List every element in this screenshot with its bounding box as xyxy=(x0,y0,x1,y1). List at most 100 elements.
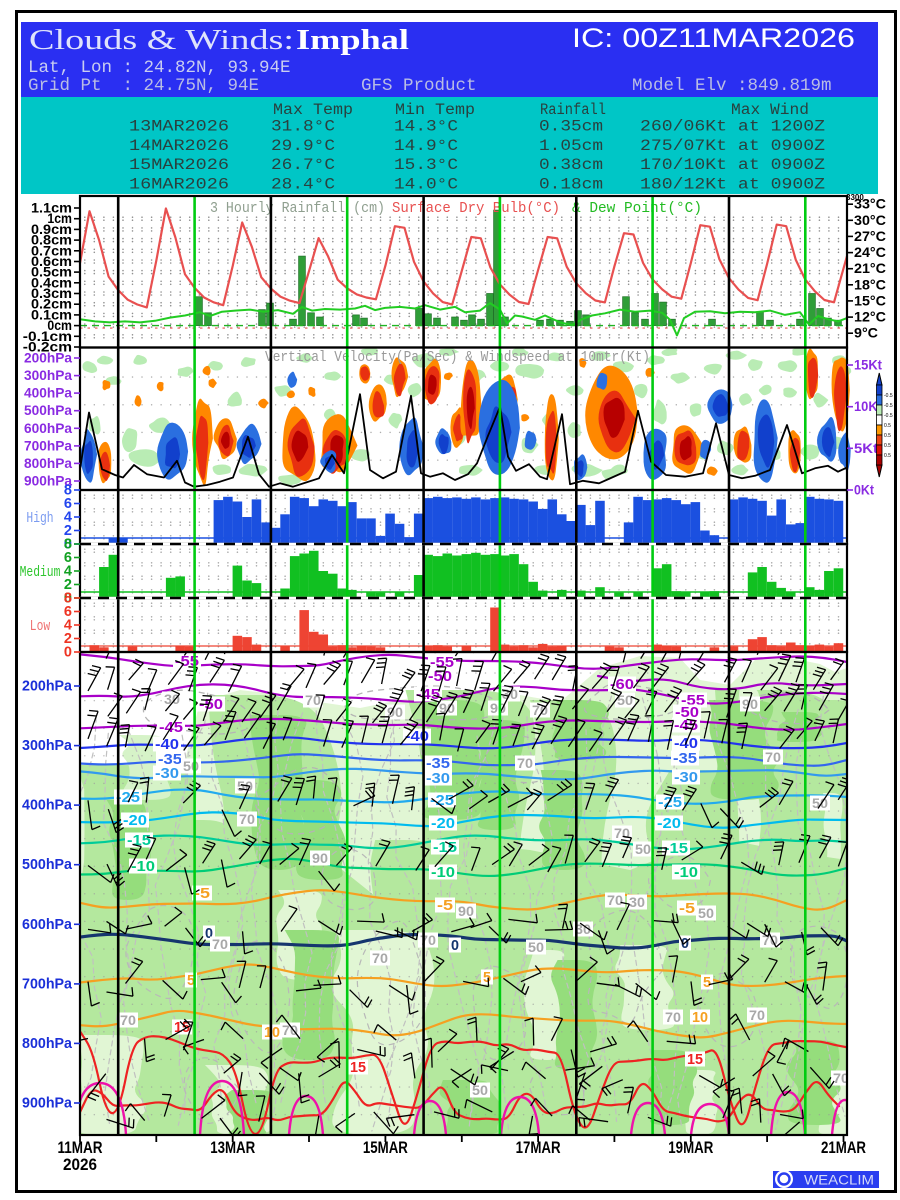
svg-text:Clouds & Winds:: Clouds & Winds: xyxy=(29,24,294,56)
svg-text:Grid Pt : 24.75N, 94E: Grid Pt : 24.75N, 94E xyxy=(28,76,259,96)
svg-text:14.3°C: 14.3°C xyxy=(394,118,458,136)
svg-text:-25: -25 xyxy=(658,795,682,811)
svg-text:1.05cm: 1.05cm xyxy=(539,137,603,155)
svg-text:Rainfall: Rainfall xyxy=(540,101,606,119)
svg-text:0cm: 0cm xyxy=(47,317,72,333)
svg-text:18°C: 18°C xyxy=(854,276,886,292)
svg-text:50: 50 xyxy=(698,905,714,921)
svg-text:70: 70 xyxy=(305,692,321,708)
svg-text:260/06Kt at 1200Z: 260/06Kt at 1200Z xyxy=(640,118,825,136)
svg-text:70: 70 xyxy=(212,936,228,952)
svg-text:Model Elv :849.819m: Model Elv :849.819m xyxy=(632,76,832,96)
svg-text:180/12Kt at 0900Z: 180/12Kt at 0900Z xyxy=(640,175,825,193)
svg-text:-5: -5 xyxy=(679,901,695,917)
svg-text:-30: -30 xyxy=(426,771,450,787)
svg-text:3 Hourly Rainfall (cm): 3 Hourly Rainfall (cm) xyxy=(210,200,385,217)
svg-text:-15: -15 xyxy=(664,841,688,857)
svg-text:0.2cm: 0.2cm xyxy=(31,296,72,312)
svg-text:900hPa: 900hPa xyxy=(22,1096,73,1112)
svg-text:70: 70 xyxy=(665,1009,681,1025)
svg-text:0.5: 0.5 xyxy=(884,453,891,459)
svg-text:GFS Product: GFS Product xyxy=(361,76,477,96)
svg-text:12°C: 12°C xyxy=(854,309,886,325)
svg-text:-20: -20 xyxy=(657,816,681,832)
svg-text:50: 50 xyxy=(635,841,651,857)
svg-text:-0.1cm: -0.1cm xyxy=(23,328,72,344)
svg-text:400hPa: 400hPa xyxy=(22,798,73,814)
svg-text:Max Wind: Max Wind xyxy=(731,101,809,119)
svg-text:13MAR2026: 13MAR2026 xyxy=(129,118,229,136)
svg-text:0.35cm: 0.35cm xyxy=(539,118,603,136)
svg-text:-30: -30 xyxy=(155,766,179,782)
svg-text:2: 2 xyxy=(64,631,72,647)
svg-text:-55: -55 xyxy=(175,654,199,670)
svg-text:-0.5: -0.5 xyxy=(884,393,893,399)
svg-text:WEACLIM: WEACLIM xyxy=(804,1173,874,1188)
svg-text:14.0°C: 14.0°C xyxy=(394,175,458,193)
svg-text:-25: -25 xyxy=(430,793,454,809)
svg-text:0.3cm: 0.3cm xyxy=(31,285,72,301)
svg-text:-50: -50 xyxy=(199,697,223,713)
svg-text:90: 90 xyxy=(387,704,403,720)
svg-text:5Kt: 5Kt xyxy=(854,440,878,456)
svg-text:0: 0 xyxy=(64,591,72,607)
svg-text:300hPa: 300hPa xyxy=(22,738,73,754)
svg-text:90: 90 xyxy=(490,700,506,716)
svg-text:33°C: 33°C xyxy=(854,196,886,212)
svg-text:-10: -10 xyxy=(431,865,455,881)
svg-text:70: 70 xyxy=(607,892,623,908)
svg-text:800hPa: 800hPa xyxy=(24,455,72,471)
svg-text:50: 50 xyxy=(617,692,633,708)
svg-text:700hPa: 700hPa xyxy=(24,437,72,453)
svg-text:70: 70 xyxy=(517,755,533,771)
svg-text:-40: -40 xyxy=(155,737,179,753)
svg-text:-45: -45 xyxy=(416,687,440,703)
svg-text:0: 0 xyxy=(681,936,689,952)
svg-text:70: 70 xyxy=(765,749,781,765)
svg-text:500hPa: 500hPa xyxy=(22,857,73,873)
svg-text:6: 6 xyxy=(64,550,72,566)
svg-text:4: 4 xyxy=(64,564,72,580)
svg-text:14.9°C: 14.9°C xyxy=(394,137,458,155)
svg-text:Imphal: Imphal xyxy=(296,24,409,56)
svg-text:0.38cm: 0.38cm xyxy=(539,156,603,174)
svg-text:2: 2 xyxy=(64,577,72,593)
svg-text:0.9cm: 0.9cm xyxy=(31,221,72,237)
svg-text:0: 0 xyxy=(205,926,213,942)
svg-text:Max Temp: Max Temp xyxy=(273,101,353,119)
svg-text:800hPa: 800hPa xyxy=(22,1036,73,1052)
svg-text:14MAR2026: 14MAR2026 xyxy=(129,137,229,155)
svg-text:5: 5 xyxy=(187,973,195,989)
svg-text:0.5: 0.5 xyxy=(884,423,891,429)
svg-text:4: 4 xyxy=(64,510,72,526)
svg-text:-20: -20 xyxy=(431,816,455,832)
svg-text:Medium: Medium xyxy=(20,564,61,581)
svg-text:0.4cm: 0.4cm xyxy=(31,274,72,290)
svg-text:21°C: 21°C xyxy=(854,260,886,276)
svg-text:16MAR2026: 16MAR2026 xyxy=(129,175,229,193)
svg-text:70: 70 xyxy=(749,1007,765,1023)
svg-text:5: 5 xyxy=(483,970,491,986)
svg-text:Vertical Velocity(Pa/Sec) & Wi: Vertical Velocity(Pa/Sec) & Windspeed at… xyxy=(265,349,650,366)
svg-text:70: 70 xyxy=(614,825,630,841)
svg-text:-0.2cm: -0.2cm xyxy=(23,338,72,354)
svg-text:-50: -50 xyxy=(428,669,452,685)
svg-text:29.9°C: 29.9°C xyxy=(271,137,335,155)
svg-text:50: 50 xyxy=(472,1082,488,1098)
svg-text:21MAR: 21MAR xyxy=(821,1138,866,1157)
svg-text:170/10Kt at 0900Z: 170/10Kt at 0900Z xyxy=(640,156,825,174)
svg-text:30: 30 xyxy=(629,894,645,910)
svg-text:0: 0 xyxy=(64,645,72,661)
svg-text:Min Temp: Min Temp xyxy=(395,101,475,119)
svg-text:0.5: 0.5 xyxy=(884,433,891,439)
svg-text:30: 30 xyxy=(164,691,180,707)
svg-text:90: 90 xyxy=(742,696,758,712)
svg-text:70: 70 xyxy=(282,1022,298,1038)
svg-text:600hPa: 600hPa xyxy=(22,917,73,933)
svg-text:30°C: 30°C xyxy=(854,212,886,228)
svg-text:500hPa: 500hPa xyxy=(24,402,72,418)
svg-text:17MAR: 17MAR xyxy=(516,1138,561,1157)
svg-text:8: 8 xyxy=(64,483,72,499)
svg-text:High: High xyxy=(26,510,53,527)
svg-text:200hPa: 200hPa xyxy=(24,350,72,366)
